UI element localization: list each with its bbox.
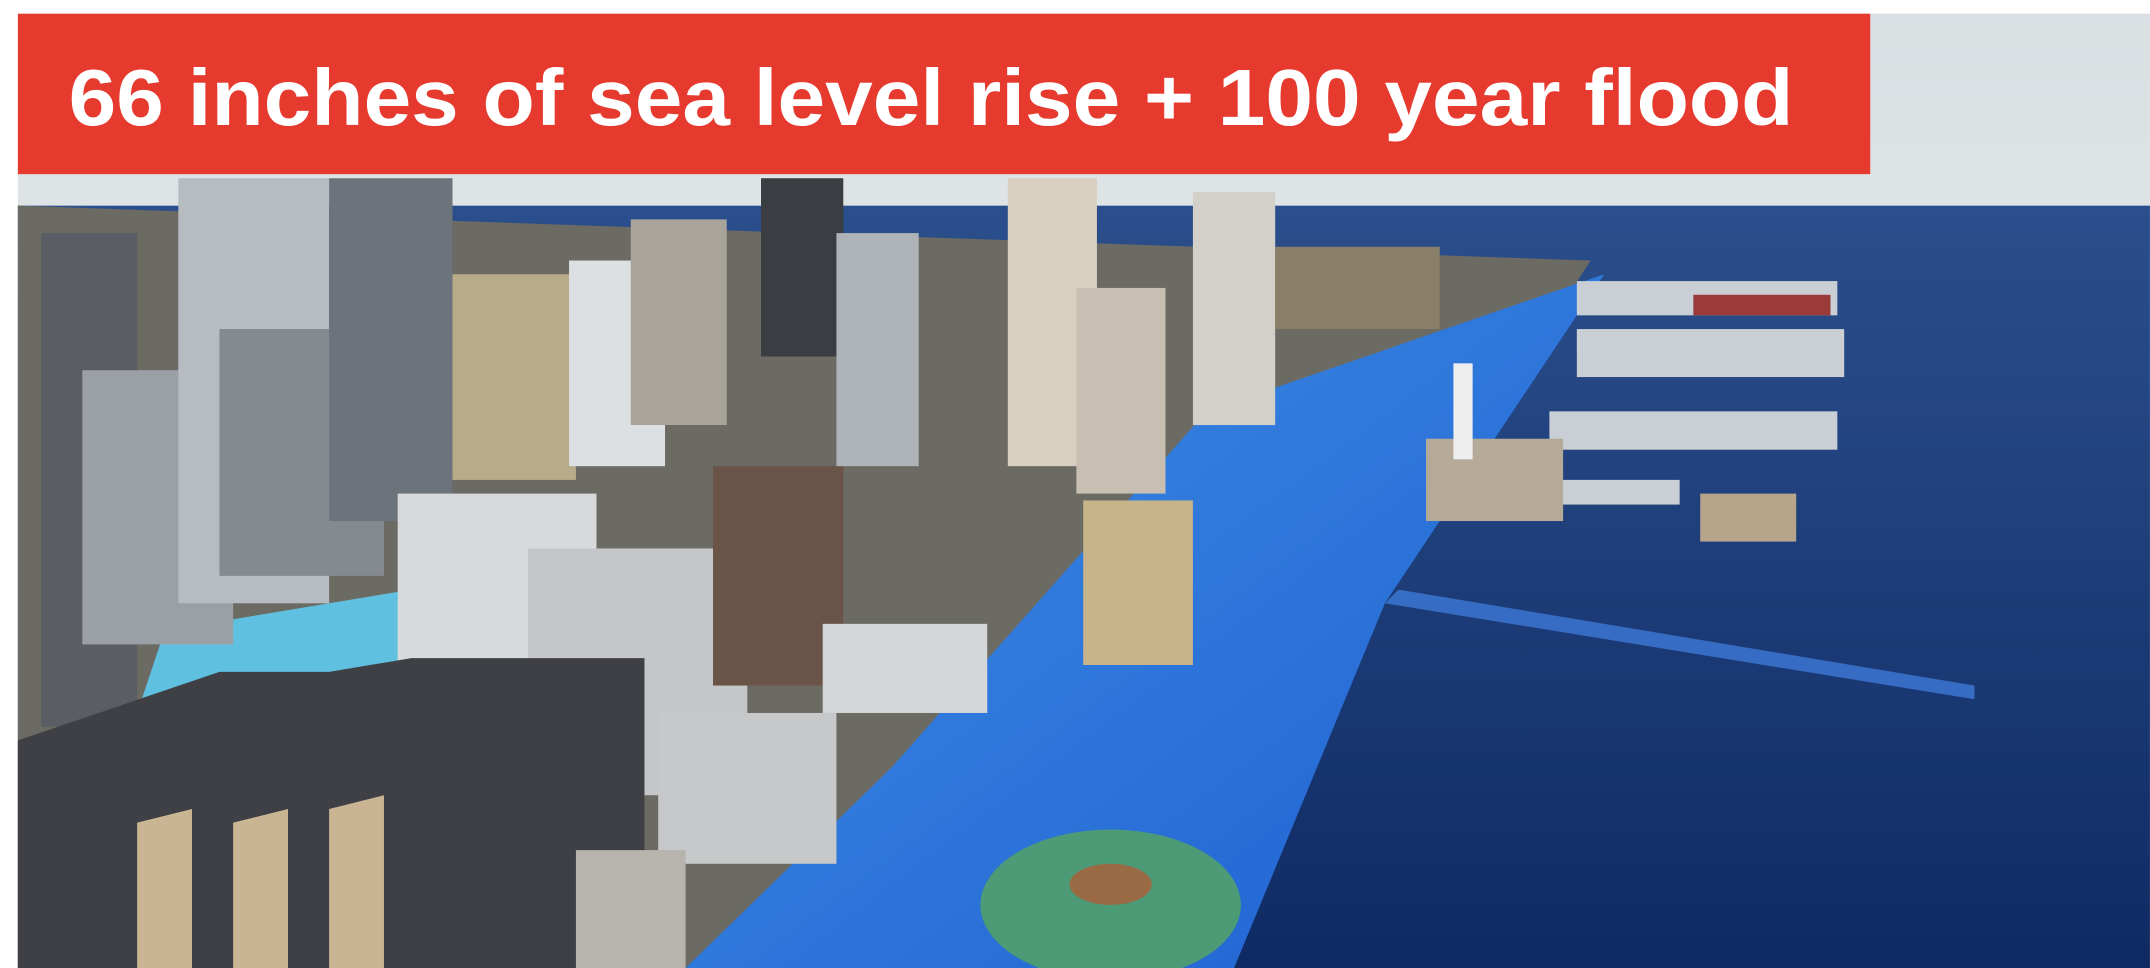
buildings <box>17 178 1473 968</box>
piers <box>1426 281 1845 542</box>
title: 66 inches of sea level rise + 100 year f… <box>69 53 1794 142</box>
title-banner <box>17 13 1871 175</box>
